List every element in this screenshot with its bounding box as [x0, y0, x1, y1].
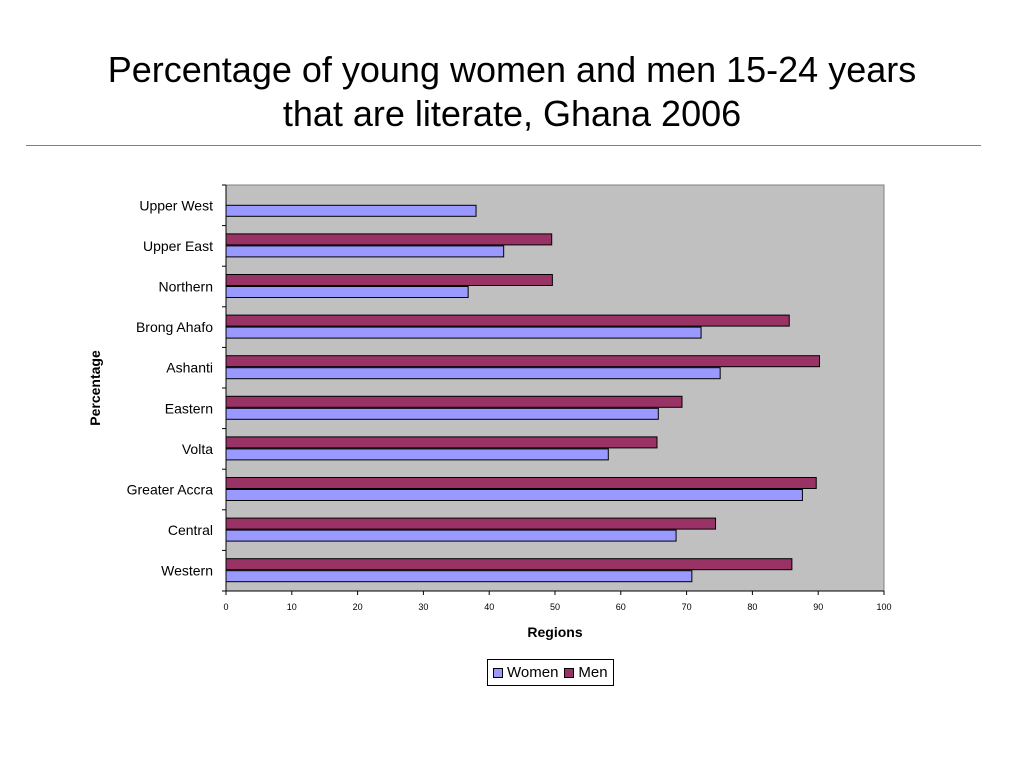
bar-men: [225, 355, 821, 368]
bar-women: [225, 529, 677, 542]
title-divider: [26, 145, 981, 146]
x-tick-label: 100: [876, 602, 891, 612]
bar-women: [225, 245, 505, 258]
bar-women: [225, 204, 477, 217]
bar-men: [225, 558, 793, 571]
slide-title: Percentage of young women and men 15-24 …: [0, 48, 1024, 136]
bar-women: [225, 407, 659, 420]
bar-women: [225, 326, 702, 339]
bar-men: [225, 477, 817, 489]
bar-women: [225, 570, 693, 583]
category-label: Brong Ahafo: [136, 319, 213, 335]
legend-label-men: Men: [578, 664, 608, 681]
x-tick-label: 80: [747, 602, 757, 612]
bar-women: [225, 489, 803, 501]
title-line-2: that are literate, Ghana 2006: [282, 93, 742, 134]
x-tick-label: 60: [616, 602, 626, 612]
category-label: Ashanti: [166, 360, 213, 376]
category-label: Volta: [182, 441, 213, 457]
legend-label-women: Women: [507, 664, 559, 681]
bar-women: [225, 448, 609, 461]
x-tick-label: 70: [682, 602, 692, 612]
bar-men: [225, 274, 553, 286]
bar-men: [225, 233, 553, 246]
category-label: Western: [161, 563, 213, 579]
category-label: Upper East: [143, 238, 213, 254]
bar-men: [225, 314, 790, 327]
category-label: Central: [168, 522, 213, 538]
bar-men: [225, 517, 717, 530]
legend-item-men: Men: [564, 664, 608, 681]
x-tick-label: 90: [813, 602, 823, 612]
x-tick-label: 20: [353, 602, 363, 612]
x-tick-label: 0: [223, 602, 228, 612]
bar-women: [225, 286, 469, 298]
category-label: Eastern: [165, 400, 213, 416]
x-tick-label: 10: [287, 602, 297, 612]
title-line-1: Percentage of young women and men 15-24 …: [107, 49, 917, 90]
legend: Women Men: [487, 659, 614, 686]
legend-swatch-women: [493, 667, 503, 678]
x-axis-title: Regions: [527, 624, 582, 640]
y-axis-title: Percentage: [87, 350, 103, 426]
x-tick-label: 30: [418, 602, 428, 612]
bar-men: [225, 395, 683, 408]
category-label: Upper West: [139, 197, 213, 213]
legend-item-women: Women: [493, 664, 558, 681]
category-label: Northern: [159, 279, 213, 295]
legend-swatch-men: [564, 667, 575, 678]
category-label: Greater Accra: [127, 482, 214, 498]
bar-men: [225, 436, 658, 449]
x-tick-label: 40: [484, 602, 494, 612]
bar-women: [225, 367, 721, 380]
x-tick-label: 50: [550, 602, 560, 612]
